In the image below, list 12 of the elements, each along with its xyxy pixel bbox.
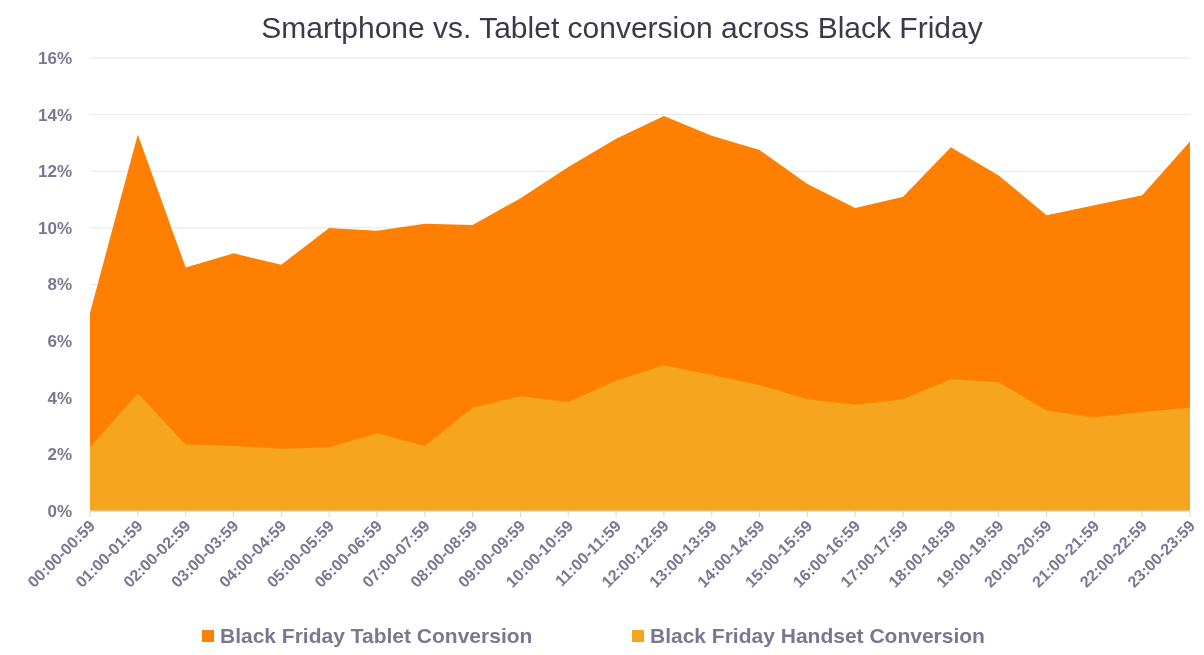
legend-label: Black Friday Handset Conversion [650, 624, 985, 647]
y-tick-label: 16% [37, 48, 72, 68]
legend-label: Black Friday Tablet Conversion [220, 624, 533, 647]
y-tick-label: 14% [37, 105, 72, 125]
y-tick-label: 0% [47, 501, 72, 521]
y-tick-label: 8% [47, 275, 72, 295]
chart-title: Smartphone vs. Tablet conversion across Black Friday [261, 11, 983, 44]
y-tick-label: 4% [47, 388, 72, 408]
y-tick-label: 6% [47, 332, 72, 352]
y-tick-label: 2% [47, 445, 72, 465]
y-tick-label: 10% [37, 218, 72, 238]
y-tick-label: 12% [37, 162, 72, 182]
